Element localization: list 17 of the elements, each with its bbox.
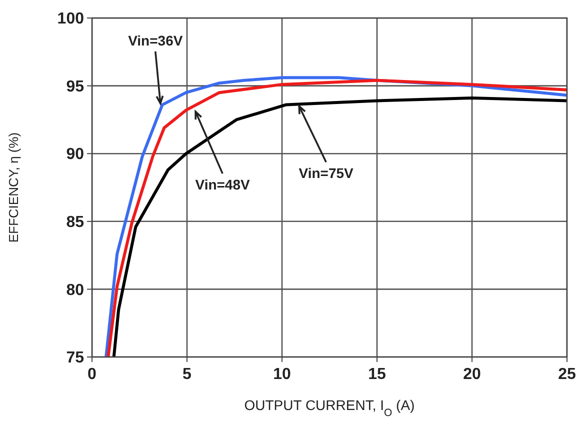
x-tick-label: 5 — [182, 366, 192, 383]
annotation: Vin=75V — [298, 165, 354, 182]
annotation: Vin=36V — [128, 32, 184, 48]
x-tick-label: 10 — [273, 366, 291, 383]
annotation: Vin=48V — [195, 176, 251, 193]
y-axis-title: EFFCIENCY, η (%) — [6, 132, 21, 243]
x-tick-label: 0 — [88, 366, 97, 383]
y-tick-label: 90 — [66, 146, 84, 164]
x-tick-label: 15 — [368, 366, 386, 383]
y-tick-label: 85 — [66, 214, 84, 231]
x-tick-label: 20 — [463, 366, 481, 383]
y-tick-label: 75 — [66, 350, 84, 367]
y-tick-label: 95 — [66, 78, 84, 96]
x-axis-title: OUTPUT CURRENT, I$_{O}$ (A) — [244, 397, 415, 419]
y-tick-label: 80 — [66, 282, 84, 299]
x-tick-label: 25 — [558, 366, 576, 383]
y-tick-label: 100 — [57, 10, 84, 28]
